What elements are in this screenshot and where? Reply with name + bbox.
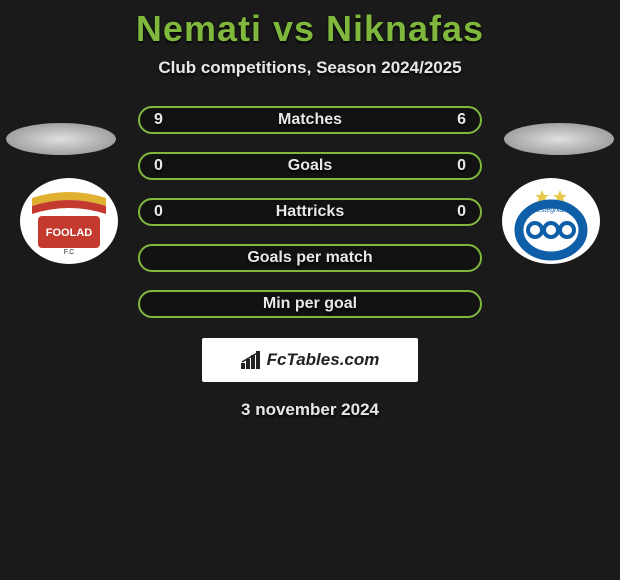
stat-label: Min per goal <box>263 295 357 313</box>
stat-right-value: 0 <box>457 203 466 221</box>
brand-text: FcTables.com <box>267 350 380 370</box>
stat-row: 9 Matches 6 <box>138 106 482 134</box>
player-ellipse-left <box>6 123 116 155</box>
svg-text:esteghlal: esteghlal <box>537 207 565 214</box>
bar-chart-icon <box>241 351 263 369</box>
stat-row: Min per goal <box>138 290 482 318</box>
svg-text:F.C: F.C <box>64 249 75 256</box>
stat-label: Goals <box>288 157 332 175</box>
stats-container: 9 Matches 6 0 Goals 0 0 Hattricks 0 Goal… <box>138 106 482 318</box>
brand-badge: FcTables.com <box>202 338 418 382</box>
stat-left-value: 9 <box>154 111 163 129</box>
stat-left-value: 0 <box>154 203 163 221</box>
page-title: Nemati vs Niknafas <box>136 8 484 50</box>
stat-row: Goals per match <box>138 244 482 272</box>
player-ellipse-right <box>504 123 614 155</box>
stat-left-value: 0 <box>154 157 163 175</box>
page-subtitle: Club competitions, Season 2024/2025 <box>158 58 461 78</box>
club-crest-left: FOOLAD F.C <box>20 178 118 269</box>
stat-right-value: 6 <box>457 111 466 129</box>
stat-label: Hattricks <box>276 203 344 221</box>
stat-row: 0 Goals 0 <box>138 152 482 180</box>
stat-label: Goals per match <box>247 249 372 267</box>
stat-label: Matches <box>278 111 342 129</box>
stat-row: 0 Hattricks 0 <box>138 198 482 226</box>
snapshot-date: 3 november 2024 <box>241 400 379 420</box>
svg-text:FOOLAD: FOOLAD <box>46 227 92 239</box>
club-crest-right: esteghlal <box>502 178 600 269</box>
stat-right-value: 0 <box>457 157 466 175</box>
